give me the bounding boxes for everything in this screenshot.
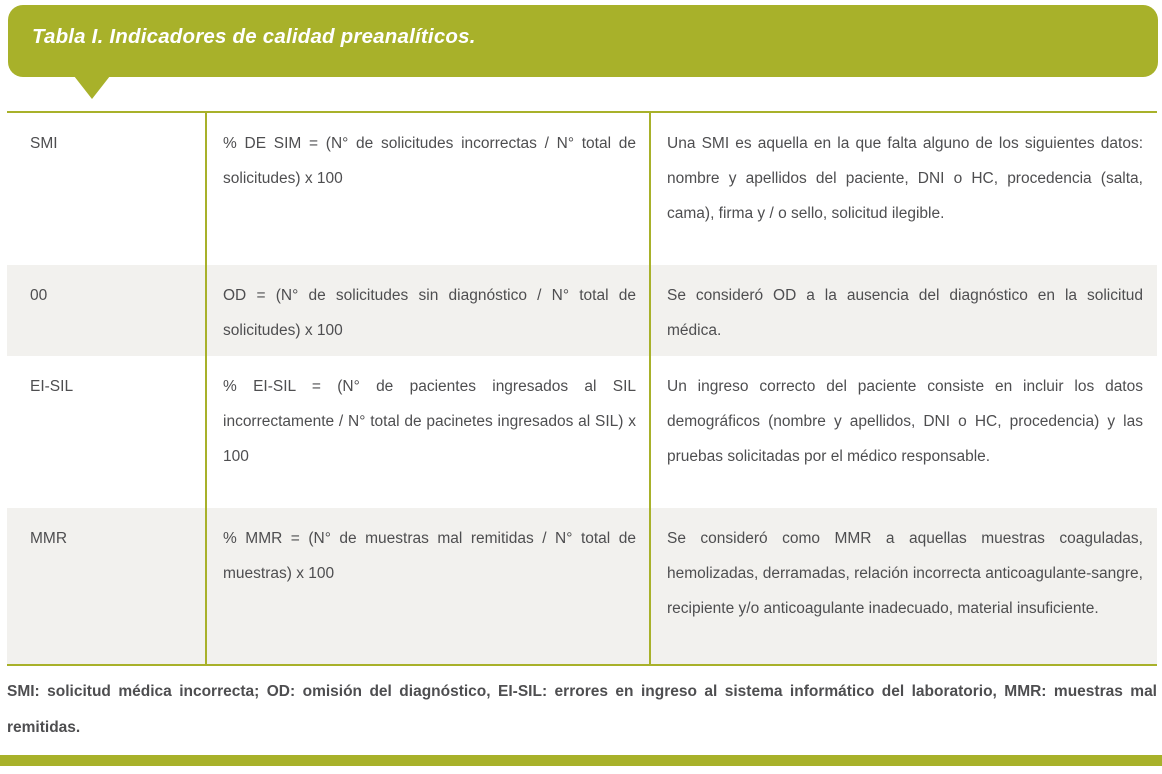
formula-cell: % EI-SIL = (N° de pacientes ingresados a…: [205, 356, 651, 508]
indicator-cell: SMI: [30, 135, 58, 152]
table-title-bubble: Tabla I. Indicadores de calidad preanalí…: [8, 5, 1158, 77]
indicator-cell: MMR: [30, 530, 68, 547]
abbreviations-footnote: SMI: solicitud médica incorrecta; OD: om…: [7, 683, 1157, 736]
description-cell: Una SMI es aquella en la que falta algun…: [667, 135, 1143, 222]
indicator-cell: 00: [30, 287, 48, 304]
formula-cell: OD = (N° de solicitudes sin diagnóstico …: [205, 265, 651, 356]
table-row: SMI % DE SIM = (N° de solicitudes incorr…: [7, 113, 1157, 265]
table-row: 00 OD = (N° de solicitudes sin diagnósti…: [7, 265, 1157, 356]
title-bubble-tail: [74, 76, 110, 99]
table-title: Tabla I. Indicadores de calidad preanalí…: [32, 25, 476, 48]
description-cell: Se consideró como MMR a aquellas muestra…: [667, 530, 1143, 617]
table-row: MMR % MMR = (N° de muestras mal remitida…: [7, 508, 1157, 664]
indicator-cell: EI-SIL: [30, 378, 74, 395]
formula-cell: % DE SIM = (N° de solicitudes incorrecta…: [205, 113, 651, 265]
bottom-accent-bar: [0, 755, 1162, 766]
description-cell: Un ingreso correcto del paciente consist…: [667, 378, 1143, 465]
description-cell: Se consideró OD a la ausencia del diagnó…: [667, 287, 1143, 339]
indicators-table: SMI % DE SIM = (N° de solicitudes incorr…: [7, 111, 1157, 666]
table-row: EI-SIL % EI-SIL = (N° de pacientes ingre…: [7, 356, 1157, 508]
formula-cell: % MMR = (N° de muestras mal remitidas / …: [205, 508, 651, 664]
